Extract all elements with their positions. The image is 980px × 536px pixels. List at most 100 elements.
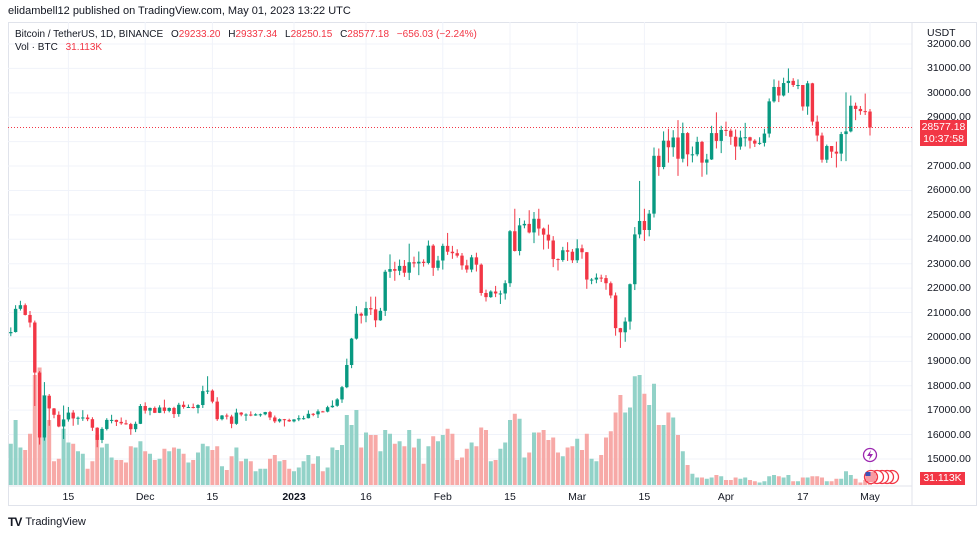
candle[interactable] — [781, 77, 786, 97]
candle[interactable] — [628, 283, 632, 330]
candle[interactable] — [287, 418, 291, 422]
candle[interactable] — [609, 281, 613, 299]
candle[interactable] — [205, 376, 210, 395]
candle[interactable] — [412, 256, 416, 268]
candle[interactable] — [700, 140, 704, 177]
candle[interactable] — [321, 410, 325, 413]
candle[interactable] — [157, 405, 162, 414]
candle[interactable] — [340, 385, 344, 403]
candle[interactable] — [479, 263, 483, 296]
candle[interactable] — [90, 417, 95, 431]
candle[interactable] — [306, 410, 311, 419]
candle[interactable] — [244, 413, 248, 421]
candle[interactable] — [81, 410, 85, 421]
candle[interactable] — [85, 414, 90, 422]
candle[interactable] — [561, 246, 565, 262]
candle[interactable] — [465, 259, 469, 273]
candle[interactable] — [489, 290, 493, 298]
candle[interactable] — [186, 404, 191, 408]
candle[interactable] — [839, 131, 843, 162]
candle[interactable] — [757, 137, 762, 145]
footer-brand[interactable]: TV TradingView — [8, 515, 86, 529]
candle[interactable] — [148, 407, 152, 416]
candle[interactable] — [810, 82, 815, 126]
candle[interactable] — [541, 227, 546, 250]
candle[interactable] — [580, 244, 584, 259]
candle[interactable] — [724, 121, 728, 137]
candle[interactable] — [753, 139, 757, 148]
candle[interactable] — [825, 144, 829, 163]
candle[interactable] — [671, 130, 675, 157]
candle[interactable] — [378, 307, 383, 321]
candle[interactable] — [565, 242, 570, 262]
currency-label[interactable]: USDT — [927, 27, 956, 39]
candle[interactable] — [359, 312, 363, 324]
candle[interactable] — [215, 397, 219, 421]
candle[interactable] — [201, 385, 205, 408]
candle[interactable] — [210, 389, 215, 404]
candle[interactable] — [652, 147, 656, 218]
candle[interactable] — [834, 141, 839, 168]
candle[interactable] — [143, 402, 147, 414]
candle[interactable] — [623, 317, 627, 342]
candle[interactable] — [28, 311, 32, 328]
candle[interactable] — [441, 243, 445, 270]
candle[interactable] — [33, 320, 37, 407]
candle[interactable] — [772, 79, 776, 103]
candle[interactable] — [349, 337, 354, 369]
volume-label[interactable]: Vol · BTC — [15, 42, 58, 53]
candle[interactable] — [738, 130, 743, 150]
candle[interactable] — [57, 411, 61, 428]
candle[interactable] — [618, 327, 623, 348]
candle[interactable] — [820, 132, 824, 163]
candle[interactable] — [503, 280, 507, 300]
candle[interactable] — [815, 115, 819, 142]
candle[interactable] — [263, 411, 267, 416]
candle[interactable] — [676, 120, 680, 176]
candle[interactable] — [335, 398, 339, 407]
candle[interactable] — [225, 413, 229, 420]
candle[interactable] — [393, 261, 397, 281]
candle[interactable] — [777, 80, 781, 103]
candle[interactable] — [71, 410, 75, 426]
candle[interactable] — [191, 403, 195, 409]
candle[interactable] — [829, 146, 834, 158]
candle[interactable] — [311, 413, 315, 417]
candle[interactable] — [791, 78, 795, 87]
candle[interactable] — [181, 401, 186, 409]
candle[interactable] — [546, 224, 551, 249]
candle[interactable] — [613, 292, 618, 336]
candle[interactable] — [849, 95, 853, 133]
candle[interactable] — [220, 415, 224, 421]
candle[interactable] — [383, 269, 387, 316]
candle[interactable] — [748, 136, 752, 149]
candle[interactable] — [52, 407, 56, 419]
candle[interactable] — [76, 416, 80, 425]
candle[interactable] — [345, 358, 349, 389]
candle[interactable] — [249, 411, 253, 417]
candle[interactable] — [417, 251, 421, 276]
candle[interactable] — [100, 427, 104, 444]
candle[interactable] — [37, 371, 42, 445]
candle[interactable] — [109, 414, 114, 424]
candle[interactable] — [234, 408, 239, 425]
candle[interactable] — [844, 92, 848, 162]
candle[interactable] — [762, 128, 767, 147]
candle[interactable] — [484, 289, 488, 302]
candle[interactable] — [527, 210, 531, 234]
candle[interactable] — [369, 296, 373, 315]
candle[interactable] — [594, 273, 599, 284]
candle[interactable] — [498, 290, 503, 304]
candle[interactable] — [129, 422, 133, 435]
candle[interactable] — [517, 218, 522, 256]
candle[interactable] — [695, 136, 699, 157]
candle[interactable] — [397, 259, 402, 276]
candle[interactable] — [661, 131, 666, 170]
candle[interactable] — [589, 278, 594, 285]
candle[interactable] — [162, 399, 167, 414]
candle[interactable] — [599, 274, 603, 282]
us-flag-icon[interactable] — [863, 469, 900, 485]
candle[interactable] — [18, 300, 23, 311]
candle[interactable] — [455, 249, 459, 258]
